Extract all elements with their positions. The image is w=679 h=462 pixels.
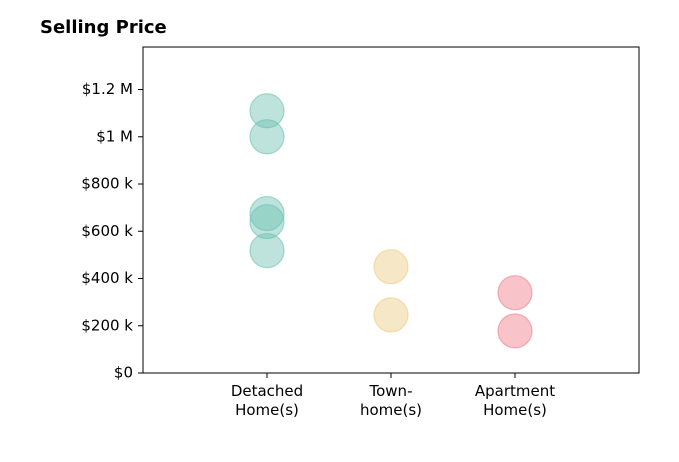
y-tick-label: $1 M [96,127,133,145]
point [373,297,409,333]
point [497,313,533,349]
y-tick-label: $600 k [81,222,133,240]
y-tick-label: $1.2 M [82,80,133,98]
y-tick-label: $0 [114,364,133,382]
y-tick-label: $400 k [81,269,133,287]
x-tick-label: Town- home(s) [359,382,423,419]
point [249,195,285,232]
point [497,275,533,311]
point [249,119,285,155]
x-tick-label: Apartment Home(s) [474,382,556,419]
y-tick-label: $200 k [81,316,133,334]
point [373,249,409,285]
point [249,233,285,269]
point [249,203,285,240]
point [249,93,285,129]
chart-title: Selling Price [40,17,167,38]
x-tick-label: Detached Home(s) [230,382,304,419]
y-tick-label: $800 k [81,175,133,193]
